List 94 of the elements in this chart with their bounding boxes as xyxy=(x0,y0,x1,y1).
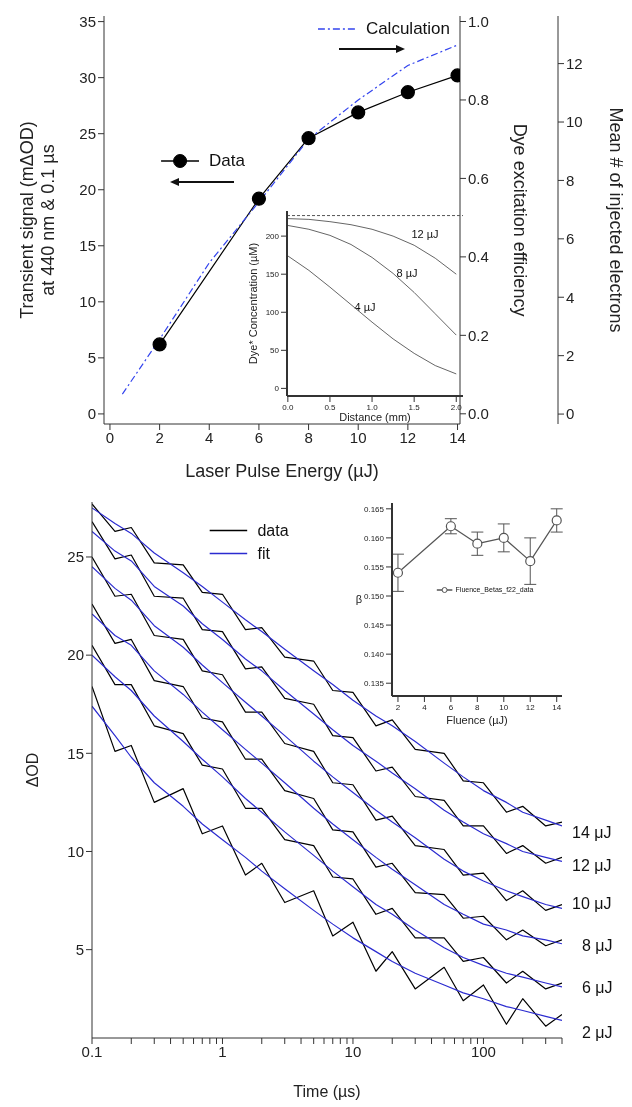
x-tick-label: 10 xyxy=(344,1042,362,1060)
y2-tick-label: 0.4 xyxy=(468,248,489,266)
y3-tick-label: 4 xyxy=(566,288,575,306)
point xyxy=(498,532,509,543)
line-series xyxy=(287,255,457,375)
y2-tick-label: 1.0 xyxy=(468,12,489,30)
y-tick-label: 20 xyxy=(79,181,96,199)
text: 14 μJ xyxy=(572,823,612,841)
legend-label: Calculation xyxy=(365,19,450,39)
y3-tick-label: 8 xyxy=(566,171,575,189)
text: 8 μJ xyxy=(582,936,613,954)
x-tick-label: 0.5 xyxy=(324,402,337,412)
y-tick-label: 150 xyxy=(265,270,280,280)
x-tick-label: 2 xyxy=(395,702,401,712)
y-tick-label: 15 xyxy=(67,744,84,762)
x-tick-label: 8 xyxy=(304,428,313,446)
x-tick-label: 8 xyxy=(475,702,481,712)
y-tick-label: 20 xyxy=(67,646,84,664)
x-axis-title: Fluence (µJ) xyxy=(446,714,508,726)
x-tick-label: 12 xyxy=(399,428,417,446)
y3-axis-title: Mean # of injected electrons xyxy=(605,107,626,333)
y-tick-label: 0.145 xyxy=(363,620,385,630)
y-tick-label: 0.160 xyxy=(363,533,385,543)
x-tick-label: 12 xyxy=(525,702,536,712)
x-tick-label: 6 xyxy=(448,702,454,712)
x-tick-label: 10 xyxy=(499,702,509,712)
y2-axis-title: Dye excitation efficiency xyxy=(509,123,530,317)
y-tick-label: 25 xyxy=(67,548,84,566)
point xyxy=(392,567,404,578)
y3-tick-label: 10 xyxy=(566,113,583,131)
line-series xyxy=(287,224,457,336)
y-tick-label: 5 xyxy=(75,940,84,958)
y-tick-label: 25 xyxy=(79,125,96,143)
y-axis-title: Dye* Concentration (µM) xyxy=(246,242,259,365)
text: 2 μJ xyxy=(582,1023,613,1041)
x-axis-title: Time (µs) xyxy=(293,1083,361,1100)
point xyxy=(472,538,483,549)
x-axis-title: Distance (mm) xyxy=(339,411,411,423)
x-tick-label: 0.0 xyxy=(282,402,294,412)
annotation: 8 µJ xyxy=(396,266,418,279)
y2-tick-label: 0.6 xyxy=(468,169,489,187)
y-tick-label: 200 xyxy=(265,231,280,241)
y2-tick-label: 0.2 xyxy=(468,326,489,344)
y-tick-label: 0.150 xyxy=(363,591,385,601)
point xyxy=(251,191,267,206)
y3-tick-label: 12 xyxy=(566,54,583,72)
y-axis-title: β xyxy=(355,593,363,606)
x-tick-label: 100 xyxy=(470,1042,496,1060)
legend-label: data xyxy=(257,521,289,540)
y-tick-label: 0.155 xyxy=(363,562,385,572)
text: 6 μJ xyxy=(582,978,613,996)
text: 12 μJ xyxy=(572,856,612,874)
x-tick-label: 14 xyxy=(449,428,466,446)
y-tick-label: 15 xyxy=(79,237,96,255)
point xyxy=(551,515,562,526)
y-tick-label: 5 xyxy=(87,349,96,367)
y-axis-title: ΔOD xyxy=(23,752,41,788)
y3-tick-label: 2 xyxy=(566,346,575,364)
x-tick-label: 1.0 xyxy=(366,402,379,412)
point xyxy=(301,131,316,146)
x-tick-label: 2 xyxy=(155,428,164,446)
y-axis-title: Transient signal (mΔOD) at 440 nm & 0.1 µs xyxy=(16,121,59,319)
x-tick-label: 14 xyxy=(552,702,562,712)
annotation: 4 µJ xyxy=(354,300,376,313)
point xyxy=(152,337,167,352)
x-tick-label: 4 xyxy=(422,702,428,712)
y-tick-label: 0 xyxy=(274,384,280,394)
x-tick-label: 4 xyxy=(205,428,214,446)
point xyxy=(351,105,366,120)
annotation: 12 µJ xyxy=(411,227,439,240)
legend-label: fit xyxy=(257,544,270,563)
y-tick-label: 100 xyxy=(265,308,280,318)
x-tick-label: 10 xyxy=(349,428,367,446)
x-tick-label: 6 xyxy=(254,428,264,446)
y-tick-label: 50 xyxy=(270,346,280,356)
y-tick-label: 35 xyxy=(79,12,96,30)
x-tick-label: 0.1 xyxy=(81,1042,103,1060)
text: 10 μJ xyxy=(572,894,612,912)
y2-tick-label: 0.8 xyxy=(468,91,489,109)
x-tick-label: 0 xyxy=(105,428,115,446)
point xyxy=(525,556,536,567)
x-tick-label: 2.0 xyxy=(450,402,463,412)
point xyxy=(400,85,415,100)
x-tick-label: 1 xyxy=(218,1042,227,1060)
x-axis-title: Laser Pulse Energy (µJ) xyxy=(185,461,379,481)
x-tick-label: 1.5 xyxy=(408,402,421,412)
y3-tick-label: 6 xyxy=(566,230,575,248)
y-tick-label: 0.165 xyxy=(363,504,385,514)
y-tick-label: 10 xyxy=(79,293,96,311)
legend-label: Data xyxy=(209,151,245,171)
y-tick-label: 30 xyxy=(79,68,96,86)
y-tick-label: 0.140 xyxy=(363,649,385,659)
y-tick-label: 0.135 xyxy=(363,679,385,689)
y-tick-label: 10 xyxy=(67,842,84,860)
